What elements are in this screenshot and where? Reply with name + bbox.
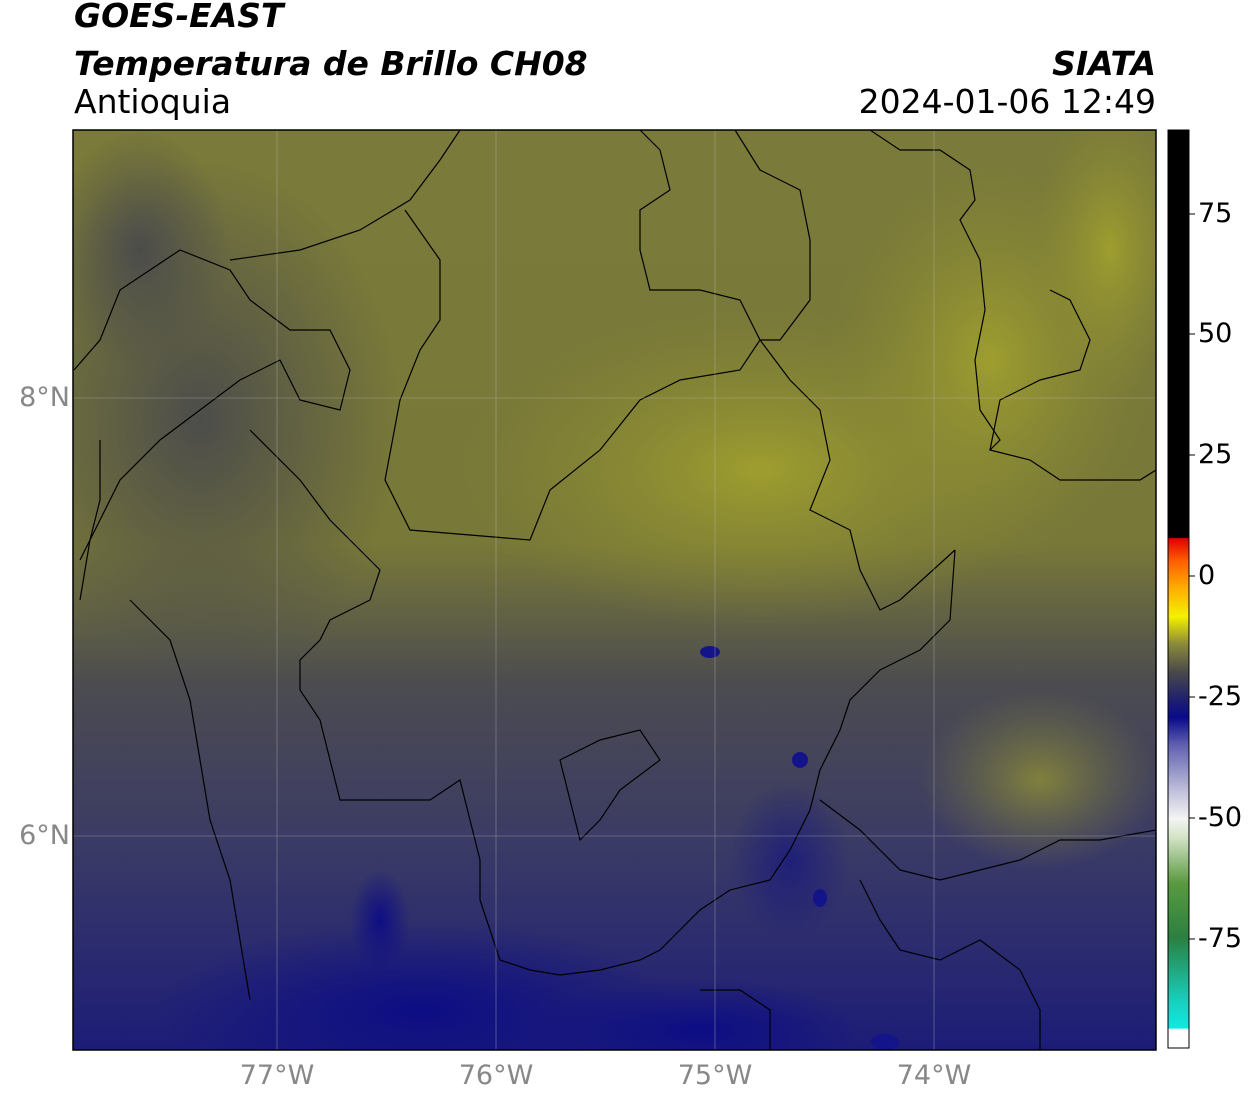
map-frame <box>72 129 1157 1051</box>
lat-tick-label: 8°N <box>19 382 70 413</box>
colorbar-tick-label: 75 <box>1198 198 1233 229</box>
lon-tick-label: 77°W <box>239 1060 315 1091</box>
colorbar <box>1167 129 1195 1049</box>
lon-tick-label: 74°W <box>896 1060 972 1091</box>
colorbar-tick-label: -50 <box>1198 802 1243 833</box>
temperature-field <box>73 130 1156 1050</box>
product-title: Temperatura de Brillo CH08 <box>74 44 588 83</box>
boundaries <box>73 130 1156 1050</box>
colorbar-tick-label: 50 <box>1198 318 1233 349</box>
colorbar-tick-label: -75 <box>1198 923 1243 954</box>
lon-tick-label: 76°W <box>458 1060 534 1091</box>
satellite-title: GOES-EAST <box>74 0 284 35</box>
timestamp-label: 2024-01-06 12:49 <box>858 82 1156 121</box>
colorbar-tick-label: -25 <box>1198 681 1243 712</box>
lat-tick-label: 6°N <box>19 820 70 851</box>
graticule <box>73 130 1156 1050</box>
region-label: Antioquia <box>74 82 232 121</box>
organization-label: SIATA <box>1052 44 1156 83</box>
colorbar-tick-label: 0 <box>1198 560 1216 591</box>
colorbar-tick-label: 25 <box>1198 439 1233 470</box>
lon-tick-label: 75°W <box>677 1060 753 1091</box>
